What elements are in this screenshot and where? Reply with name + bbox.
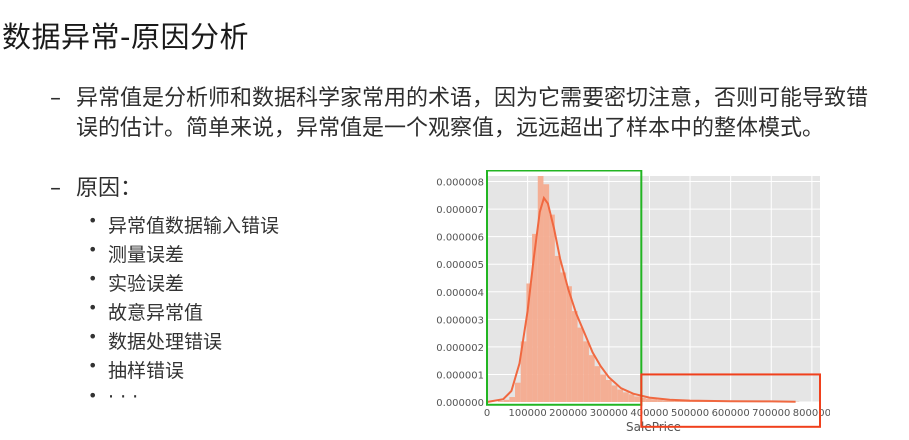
- y-tick-label: 0.000001: [436, 370, 484, 381]
- histogram-bar: [623, 392, 629, 402]
- x-tick-label: 700000: [752, 408, 790, 419]
- histogram-bar: [560, 272, 567, 402]
- bullet-dot-icon: •: [88, 240, 98, 259]
- x-tick-label: 300000: [590, 408, 628, 419]
- histogram-bar: [605, 379, 612, 402]
- cause-item: • 抽样错误: [88, 356, 185, 382]
- normal-range-box: [486, 170, 643, 406]
- slide-title: 数据异常-原因分析: [2, 20, 249, 54]
- x-tick-label: 600000: [712, 408, 750, 419]
- histogram-bar: [554, 255, 561, 402]
- bullet-dot-icon: •: [88, 269, 98, 288]
- histogram-bar: [617, 389, 624, 402]
- histogram-bar: [515, 382, 521, 402]
- bullet-dot-icon: •: [88, 298, 98, 317]
- cause-item: • 测量误差: [88, 240, 185, 266]
- cause-item: • 异常值数据输入错误: [88, 211, 280, 237]
- x-tick-label: 100000: [509, 408, 547, 419]
- histogram-bar: [503, 399, 510, 402]
- saleprice-histogram-chart: 0.000000 0.000001 0.000002 0.000003 0.000004…: [436, 170, 830, 434]
- y-tick-label: 0.000004: [436, 288, 484, 299]
- bullet-dot-icon: •: [88, 327, 98, 346]
- histogram-bar: [674, 400, 680, 402]
- cause-item: • 实验误差: [88, 269, 185, 295]
- cause-item: • 数据处理错误: [88, 327, 223, 353]
- y-tick-label: 0.000006: [436, 233, 484, 244]
- histogram-bar: [657, 399, 663, 402]
- definition-text: 异常值是分析师和数据科学家常用的术语，因为它需要密切注意，否则可能导致错误的估计…: [76, 86, 869, 141]
- histogram-bar: [611, 385, 618, 402]
- histogram-bar: [685, 401, 692, 402]
- x-tick-label: 200000: [549, 408, 587, 419]
- bullet-dot-icon: •: [88, 386, 98, 405]
- histogram-bar: [640, 397, 646, 402]
- histogram-bar: [537, 176, 544, 402]
- histogram-bar: [497, 401, 504, 402]
- histogram-bar: [532, 233, 538, 402]
- histogram-bar: [679, 400, 686, 402]
- bullet-dash: –: [50, 86, 61, 111]
- bullet-causes: – 原因：: [50, 174, 142, 204]
- histogram-bar: [543, 184, 550, 402]
- histogram-bar: [577, 327, 584, 402]
- histogram-bar: [668, 400, 675, 402]
- outlier-range-box: [640, 373, 821, 428]
- x-tick-label: 500000: [671, 408, 709, 419]
- histogram-bar: [651, 399, 658, 402]
- x-tick-label: 800000: [793, 408, 830, 419]
- y-tick-label: 0.000000: [436, 398, 484, 409]
- histogram-bar: [583, 341, 589, 402]
- histogram-bar: [520, 341, 527, 402]
- y-tick-label: 0.000002: [436, 343, 484, 354]
- bullet-dash: –: [50, 176, 61, 201]
- causes-heading: 原因：: [76, 176, 143, 201]
- x-tick-label: 0: [484, 408, 490, 419]
- cause-item: • 故意异常值: [88, 298, 204, 324]
- histogram-bar: [634, 396, 641, 402]
- histogram-bar: [645, 398, 652, 402]
- histogram-bar: [662, 400, 669, 402]
- y-tick-label: 0.000008: [436, 178, 484, 189]
- histogram-bar: [509, 397, 516, 402]
- histogram-bar: [549, 214, 555, 402]
- bullet-definition: – 异常值是分析师和数据科学家常用的术语，因为它需要密切注意，否则可能导致错误的…: [50, 84, 870, 144]
- histogram-bar: [594, 366, 601, 402]
- histogram-bar: [571, 311, 578, 402]
- histogram-bar: [588, 355, 595, 402]
- histogram-bar: [600, 374, 606, 402]
- x-tick-label: 400000: [630, 408, 668, 419]
- histogram-bar: [566, 286, 572, 402]
- bullet-dot-icon: •: [88, 211, 98, 230]
- y-tick-label: 0.000003: [436, 315, 484, 326]
- y-tick-label: 0.000005: [436, 260, 484, 271]
- y-tick-label: 0.000007: [436, 205, 484, 216]
- kde-line: [486, 195, 796, 403]
- cause-item: • · · ·: [88, 386, 139, 408]
- bullet-dot-icon: •: [88, 356, 98, 375]
- histogram-bar: [526, 283, 533, 402]
- histogram-bar: [628, 394, 635, 402]
